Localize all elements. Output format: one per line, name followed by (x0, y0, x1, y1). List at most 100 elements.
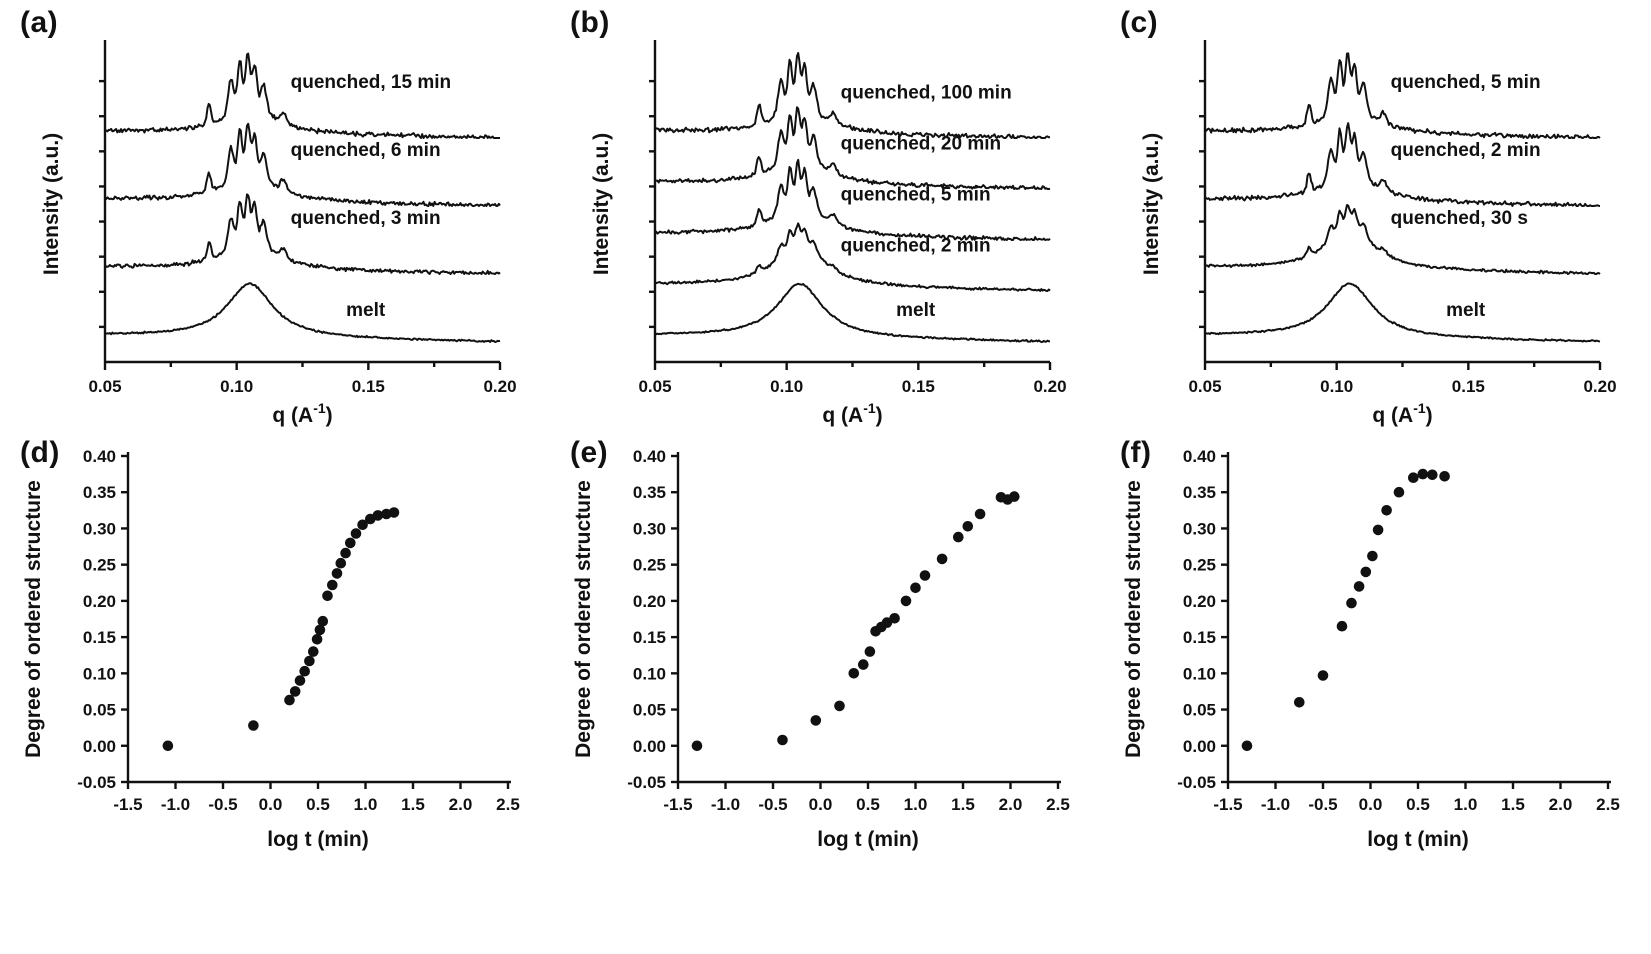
curve-label-quenched-20-min: quenched, 20 min (841, 133, 1001, 154)
x-tick-label: 2.0 (999, 795, 1023, 814)
data-point (1241, 740, 1253, 752)
panel-f-chart: -0.05 0.00 0.05 0.10 0.15 0.20 0.25 0.30 0.35 0.4… (1100, 430, 1650, 954)
y-tick-label: -0.05 (77, 773, 116, 792)
data-point (340, 547, 351, 559)
x-tick-label: 0.10 (770, 377, 803, 396)
scatter-points (1241, 468, 1450, 752)
curve-label-quenched-15-min: quenched, 15 min (291, 72, 451, 93)
x-tick-label: 0.5 (306, 795, 330, 814)
y-tick-label: 0.05 (83, 701, 116, 720)
y-tick-label: 0.40 (83, 447, 116, 466)
x-tick-label: 0.0 (259, 795, 283, 814)
panel-a-letter: (a) (20, 6, 59, 39)
curve-label-quenched-30-s: quenched, 30 s (1391, 208, 1528, 229)
y-tick-label: 0.25 (1183, 556, 1216, 575)
x-tick-label: -1.0 (161, 795, 190, 814)
data-point (1294, 697, 1305, 708)
data-point (327, 579, 338, 591)
x-tick-label: 0.05 (1188, 377, 1221, 396)
data-point (308, 646, 319, 657)
data-point (953, 531, 964, 543)
panel-e-letter: (e) (570, 436, 609, 469)
data-point (1381, 505, 1392, 516)
y-tick-label: 0.35 (83, 483, 116, 502)
x-tick-label: 2.0 (1549, 795, 1573, 814)
x-tick-label: 0.5 (856, 795, 880, 814)
panel-f: (f) -0.05 0.00 0.05 0.10 0.15 0.20 0.25 0.30 0.3… (1100, 430, 1651, 954)
y-tick-label: 0.25 (633, 556, 666, 575)
data-point (294, 675, 306, 686)
data-point (889, 613, 900, 624)
panel-e-chart: -0.05 0.00 0.05 0.10 0.15 0.20 0.25 0.30 0.35 0.4… (550, 430, 1100, 954)
data-point (919, 570, 931, 581)
x-tick-label: 2.0 (449, 795, 473, 814)
x-tick-label: 2.5 (496, 795, 520, 814)
data-point (910, 582, 921, 594)
curve-melt (104, 282, 501, 343)
data-point (1408, 472, 1419, 483)
panel-c-letter: (c) (1120, 6, 1159, 39)
axes (99, 40, 502, 370)
curve-quenched-30-s (1204, 204, 1601, 275)
curve-label-melt: melt (896, 300, 936, 321)
x-tick-label: 1.5 (1501, 795, 1525, 814)
axes (121, 452, 511, 789)
panel-b-chart: 0.05 0.10 0.15 0.20 quenched, 100 min quenche… (550, 0, 1100, 430)
x-tick-label: 1.0 (904, 795, 928, 814)
data-point (388, 507, 400, 518)
panel-a-chart: 0.05 0.10 0.15 0.20 quenched, 15 min quenched… (0, 0, 550, 430)
data-point (357, 519, 368, 531)
y-axis-label: Intensity (a.u.) (590, 133, 613, 275)
y-tick-label: 0.40 (1183, 447, 1216, 466)
data-point (1393, 486, 1405, 498)
x-tick-label: 1.0 (1454, 795, 1478, 814)
axes (649, 40, 1052, 370)
y-tick-label: 0.30 (633, 519, 666, 538)
curve-label-quenched-100-min: quenched, 100 min (841, 82, 1012, 103)
data-point (1353, 581, 1365, 592)
data-point (962, 521, 974, 532)
panel-b-plot: 0.05 0.10 0.15 0.20 quenched, 100 min quenche… (590, 40, 1067, 427)
x-tick-label: 1.5 (401, 795, 425, 814)
x-axis-label: log t (min) (1367, 828, 1468, 851)
data-point (1427, 469, 1438, 481)
curve-quenched-5-min (1204, 52, 1601, 139)
y-tick-label: 0.15 (633, 628, 666, 647)
panel-a: (a) 0.05 0.10 0.15 0.20 quenched, 15 min quen… (0, 0, 550, 430)
y-tick-label: 0.35 (633, 483, 666, 502)
curve-label-quenched-5-min: quenched, 5 min (841, 184, 991, 205)
data-point (331, 568, 343, 579)
x-tick-label: 0.15 (902, 377, 935, 396)
x-tick-label: 0.0 (809, 795, 833, 814)
y-tick-label: 0.35 (1183, 483, 1216, 502)
curve-quenched-5-min (654, 158, 1051, 241)
panel-d-letter: (d) (20, 436, 60, 469)
y-tick-label: 0.10 (1183, 664, 1216, 683)
y-tick-label: 0.00 (633, 737, 666, 756)
curve-quenched-6-min (104, 122, 501, 207)
panel-d: (d) -0.05 0.00 0.05 0.10 0.15 0.20 0.25 0.30 0.3… (0, 430, 550, 954)
data-point (248, 720, 259, 731)
y-tick-label: 0.15 (83, 628, 116, 647)
data-point (810, 715, 822, 726)
y-tick-label: 0.30 (83, 519, 116, 538)
curve-label-melt: melt (346, 300, 386, 321)
data-point (345, 537, 356, 549)
y-tick-label: 0.20 (633, 592, 666, 611)
x-tick-label: -1.0 (711, 795, 740, 814)
axes (1199, 40, 1602, 370)
panel-c: (c) 0.05 0.10 0.15 0.20 quenched, 5 min quenc… (1100, 0, 1651, 430)
panel-e: (e) -0.05 0.00 0.05 0.10 0.15 0.20 0.25 0.30 0.3… (550, 430, 1100, 954)
x-tick-label: 0.20 (1583, 377, 1616, 396)
x-tick-label: 0.05 (638, 377, 671, 396)
y-tick-label: 0.15 (1183, 628, 1216, 647)
x-tick-label: 0.15 (1452, 377, 1485, 396)
panel-c-plot: 0.05 0.10 0.15 0.20 quenched, 5 min quenched,… (1140, 40, 1617, 427)
data-point (1417, 468, 1429, 480)
y-axis-label: Degree of ordered structure (1122, 480, 1145, 758)
data-point (162, 740, 174, 752)
x-axis-label: log t (min) (267, 828, 368, 851)
data-point (974, 508, 986, 520)
data-point (1367, 550, 1378, 562)
